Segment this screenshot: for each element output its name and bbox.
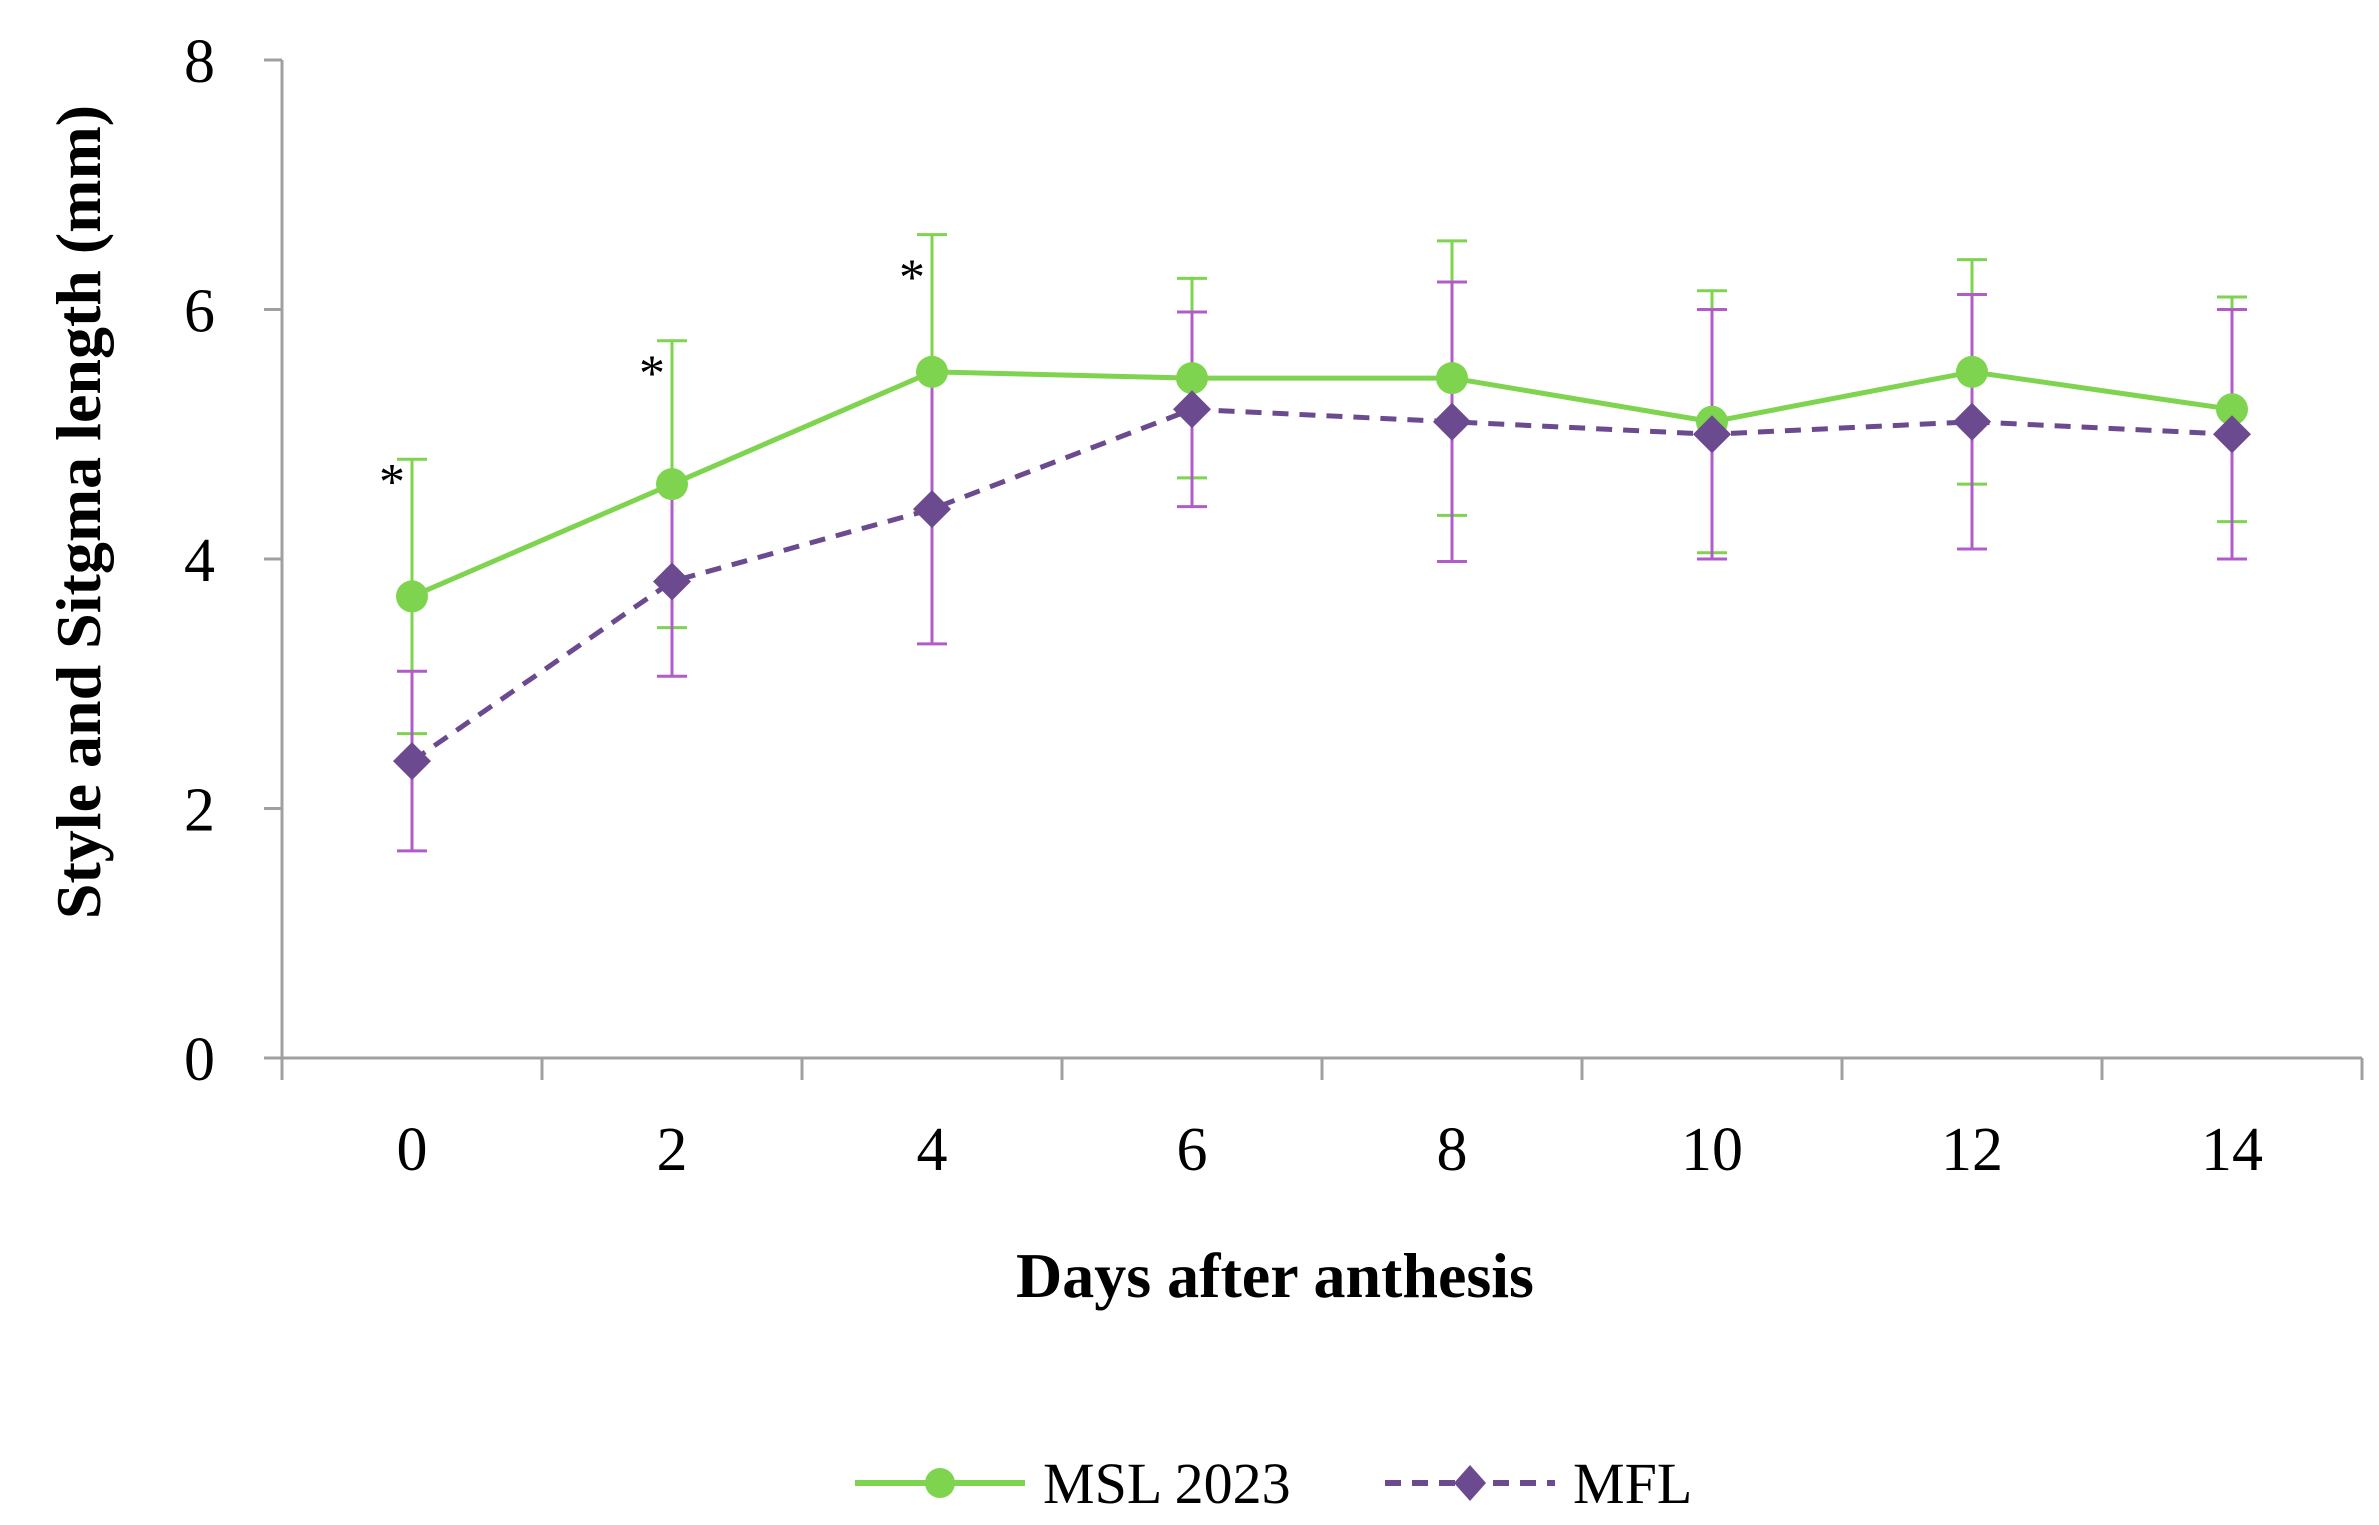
data-point-msl-6 xyxy=(1176,362,1208,395)
legend-label-msl: MSL 2023 xyxy=(1043,1451,1291,1516)
axes xyxy=(270,60,2362,1060)
y-tick-label-8: 8 xyxy=(184,28,215,96)
y-tick-label-4: 4 xyxy=(184,527,215,595)
x-tick-label-0: 0 xyxy=(397,1116,428,1184)
data-point-mfl-4 xyxy=(913,490,951,529)
x-tick-label-10: 10 xyxy=(1681,1116,1743,1184)
y-axis-title: Style and Sitgma length (mm) xyxy=(43,105,114,919)
legend-swatch-marker-msl xyxy=(925,1468,955,1498)
series-markers xyxy=(393,355,2251,781)
significance-asterisk-2: * xyxy=(899,250,925,307)
data-point-mfl-10 xyxy=(1693,415,1731,454)
y-tick-label-0: 0 xyxy=(184,1026,215,1094)
significance-asterisk-0: * xyxy=(379,454,405,511)
error-bars xyxy=(397,233,2247,853)
series-line-mfl xyxy=(410,406,2233,764)
legend-swatch-marker-mfl xyxy=(1454,1465,1486,1501)
x-tick-label-14: 14 xyxy=(2201,1116,2263,1184)
data-point-msl-0 xyxy=(396,580,428,613)
data-point-msl-2 xyxy=(656,468,688,501)
x-tick-label-6: 6 xyxy=(1177,1116,1208,1184)
legend-label-mfl: MFL xyxy=(1573,1451,1692,1516)
x-tick-label-2: 2 xyxy=(657,1116,688,1184)
x-ticks: 0 2 4 6 8 10 12 14 xyxy=(280,1058,2364,1184)
y-ticks: 0 2 4 6 8 xyxy=(184,28,282,1094)
x-tick-label-4: 4 xyxy=(917,1116,948,1184)
x-tick-label-12: 12 xyxy=(1941,1116,2003,1184)
data-point-msl-4 xyxy=(916,355,948,388)
data-point-mfl-6 xyxy=(1173,390,1211,429)
data-point-mfl-8 xyxy=(1433,402,1471,441)
data-point-mfl-12 xyxy=(1953,402,1991,441)
data-point-mfl-14 xyxy=(2213,415,2251,454)
data-point-mfl-0 xyxy=(393,742,431,781)
series-line-msl xyxy=(411,369,2233,599)
significance-asterisk-1: * xyxy=(639,346,665,403)
y-tick-label-2: 2 xyxy=(184,777,215,845)
significance-annotations: * * * xyxy=(379,250,925,512)
y-tick-label-6: 6 xyxy=(184,278,215,346)
series-lines xyxy=(410,369,2233,764)
x-tick-label-8: 8 xyxy=(1437,1116,1468,1184)
data-point-mfl-2 xyxy=(653,562,691,601)
legend: MSL 2023 MFL xyxy=(855,1451,1692,1516)
x-axis-title: Days after anthesis xyxy=(1016,1240,1534,1311)
data-point-msl-12 xyxy=(1956,355,1988,388)
data-point-msl-14 xyxy=(2216,393,2248,426)
data-point-msl-8 xyxy=(1436,362,1468,395)
